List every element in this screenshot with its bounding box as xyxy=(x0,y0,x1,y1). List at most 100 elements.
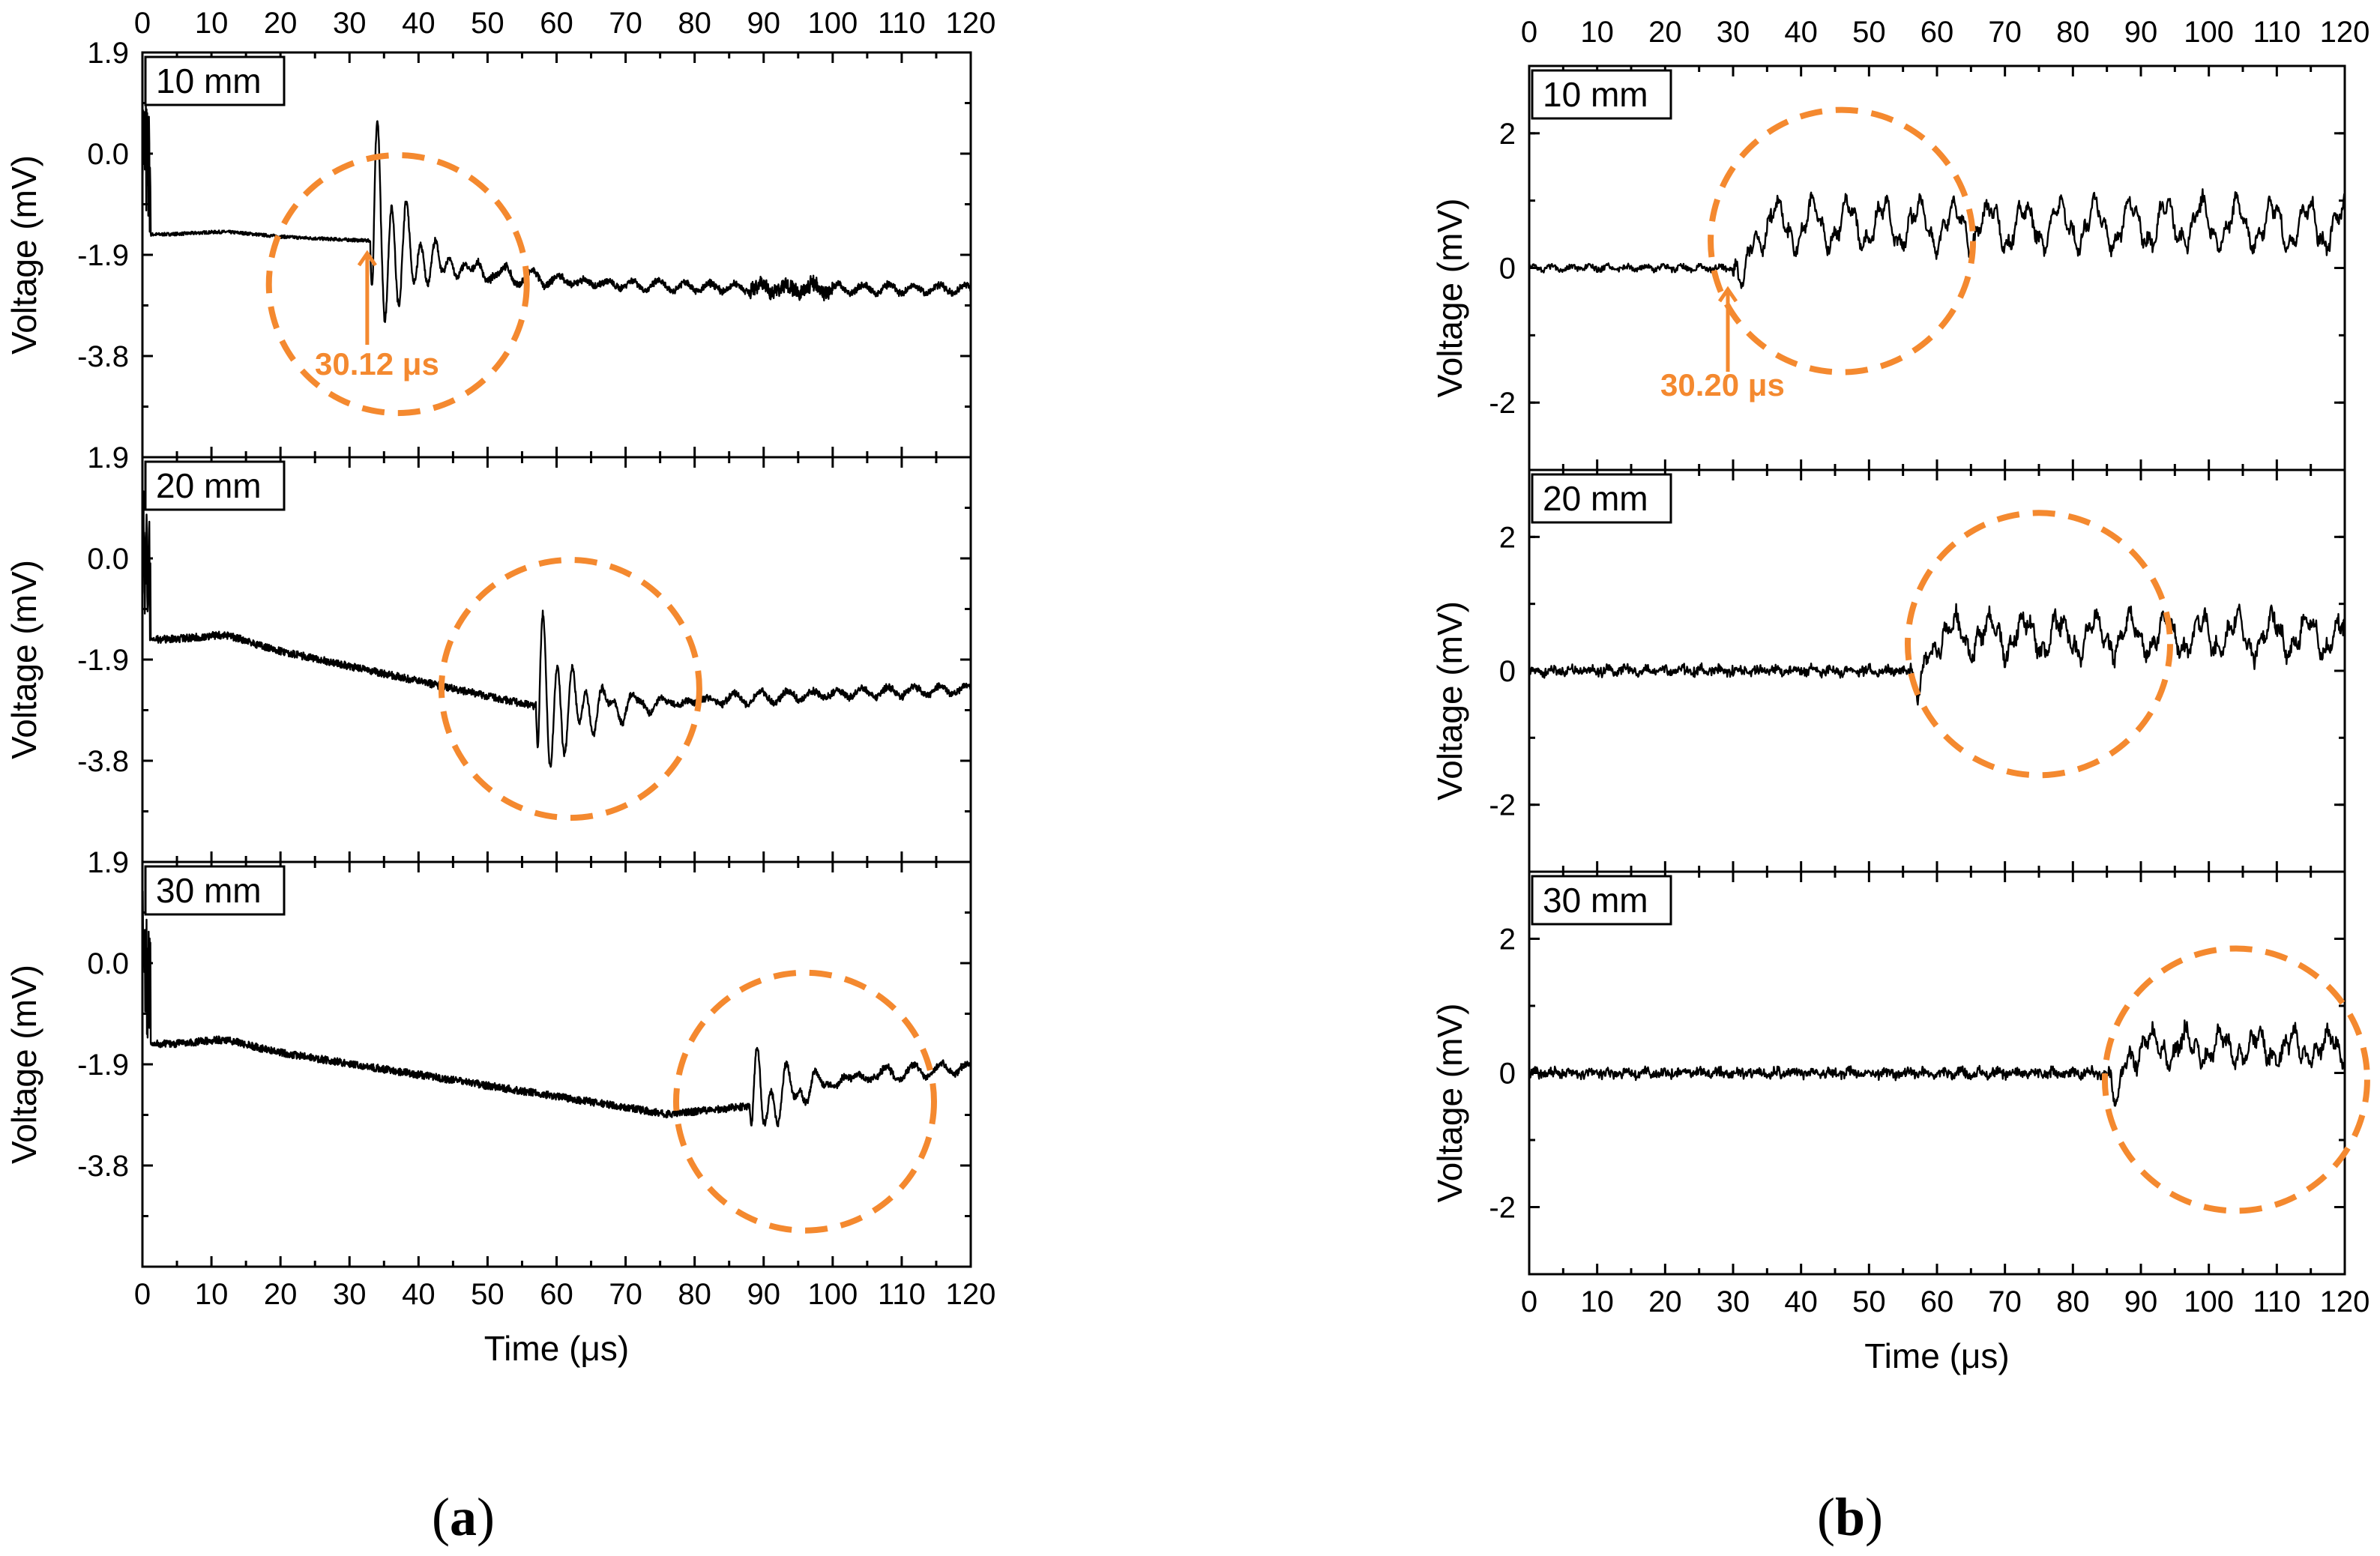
subplot-tag-box xyxy=(1531,875,1672,926)
y-tick-label: 1.9 xyxy=(87,441,129,474)
x-tick-label: 30 xyxy=(1717,1285,1750,1318)
x-tick-label: 120 xyxy=(946,1278,996,1311)
subplot-b-2: 2 0 -2 Voltage (mV) 20 mm xyxy=(1430,468,2346,873)
x-tick-label: 90 xyxy=(2124,1285,2158,1318)
subplot-tag-box xyxy=(1531,69,1672,120)
signal-trace xyxy=(1528,188,2346,289)
x-tick-label: 60 xyxy=(540,1278,573,1311)
highlight-circle xyxy=(2101,945,2370,1214)
highlight-circle xyxy=(1708,106,1977,376)
x-tick-label: 20 xyxy=(1648,1285,1682,1318)
y-tick-label: -3.8 xyxy=(77,745,129,778)
y-tick-label: 0 xyxy=(1499,253,1516,286)
top-x-tick-label: 110 xyxy=(878,7,926,40)
top-x-tick-label: 60 xyxy=(540,7,573,40)
figure-label-open: ( xyxy=(432,1487,450,1547)
y-tick-label: 1.9 xyxy=(87,846,129,879)
x-tick-label: 40 xyxy=(1784,1285,1818,1318)
figure-label-letter: b xyxy=(1835,1487,1865,1547)
top-x-tick-label: 80 xyxy=(678,7,711,40)
x-tick-label: 40 xyxy=(402,1278,436,1311)
y-tick-label: 2 xyxy=(1499,923,1516,956)
figure-label: (b) xyxy=(1817,1487,1883,1547)
arrival-arrowhead xyxy=(357,250,377,267)
y-axis-title: Voltage (mV) xyxy=(4,155,43,355)
y-tick-label: 0.0 xyxy=(87,138,129,171)
y-axis-title: Voltage (mV) xyxy=(1430,1004,1469,1203)
top-x-tick-label: 70 xyxy=(1988,16,2022,49)
y-axis-title: Voltage (mV) xyxy=(1430,601,1469,800)
top-x-tick-label: 70 xyxy=(609,7,642,40)
y-tick-label: -3.8 xyxy=(77,1150,129,1183)
top-x-tick-label: 90 xyxy=(747,7,781,40)
y-tick-label: -1.9 xyxy=(77,644,129,677)
signal-trace xyxy=(141,890,972,1127)
subplot-b-1: 2 0 -2 Voltage (mV) 30.20 μs 10 mm xyxy=(1430,64,2346,471)
top-x-tick-label: 20 xyxy=(1648,16,1682,49)
subplot-tag: 10 mm xyxy=(156,61,262,100)
subplot-tag: 20 mm xyxy=(156,466,262,505)
arrival-arrowhead xyxy=(1717,286,1738,303)
top-x-tick-label: 60 xyxy=(1920,16,1954,49)
top-x-tick-label: 110 xyxy=(2253,16,2301,49)
top-x-tick-label: 30 xyxy=(333,7,367,40)
subplot-a-3: 1.9 0.0 -1.9 -3.8 Voltage (mV) 30 mm xyxy=(4,846,972,1268)
top-x-tick-label: 40 xyxy=(402,7,436,40)
x-tick-label: 100 xyxy=(807,1278,858,1311)
top-x-tick-label: 10 xyxy=(195,7,229,40)
figure-label-open: ( xyxy=(1817,1487,1835,1547)
subplot-tag-box xyxy=(144,865,286,916)
y-tick-label: -1.9 xyxy=(77,239,129,272)
top-x-tick-label: 50 xyxy=(1852,16,1886,49)
y-axis-title: Voltage (mV) xyxy=(1430,199,1469,398)
figure-label-close: ) xyxy=(477,1487,495,1547)
top-x-tick-label: 100 xyxy=(2184,16,2234,49)
y-tick-label: -2 xyxy=(1489,789,1516,822)
top-x-tick-label: 120 xyxy=(2320,16,2370,49)
top-x-tick-label: 20 xyxy=(264,7,298,40)
x-tick-label: 70 xyxy=(609,1278,642,1311)
subplot-tag: 30 mm xyxy=(156,871,262,910)
arrival-annotation: 30.20 μs xyxy=(1660,367,1785,402)
top-x-tick-label: 90 xyxy=(2124,16,2158,49)
subplot-a-1: 1.9 0.0 -1.9 -3.8 Voltage (mV) 30.12 μs 10 mm xyxy=(4,37,972,459)
highlight-circle xyxy=(1905,510,2173,779)
subplot-tag: 10 mm xyxy=(1543,75,1648,114)
signal-trace xyxy=(141,490,972,768)
subplot-a-2: 1.9 0.0 -1.9 -3.8 Voltage (mV) 20 mm xyxy=(4,441,972,863)
x-tick-label: 0 xyxy=(1521,1285,1537,1318)
subplot-tag: 20 mm xyxy=(1543,479,1648,518)
x-tick-label: 110 xyxy=(2253,1285,2301,1318)
top-x-tick-label: 0 xyxy=(1521,16,1537,49)
top-x-tick-label: 50 xyxy=(471,7,504,40)
x-axis-title: Time (μs) xyxy=(484,1329,629,1368)
y-axis-title: Voltage (mV) xyxy=(4,965,43,1164)
highlight-circle xyxy=(438,557,702,821)
figure-label-close: ) xyxy=(1865,1487,1883,1547)
y-tick-label: -2 xyxy=(1489,387,1516,420)
x-tick-label: 60 xyxy=(1920,1285,1954,1318)
plot-frame xyxy=(1528,468,2346,873)
y-tick-label: 0 xyxy=(1499,655,1516,688)
highlight-circle xyxy=(265,152,530,417)
plot-frame xyxy=(141,51,972,459)
plot-frame xyxy=(141,860,972,1268)
y-tick-label: 0.0 xyxy=(87,543,129,576)
subplot-tag-box xyxy=(144,55,286,106)
subplot-tag-box xyxy=(1531,473,1672,524)
x-tick-label: 90 xyxy=(747,1278,781,1311)
y-tick-label: -2 xyxy=(1489,1192,1516,1225)
x-tick-label: 110 xyxy=(878,1278,926,1311)
top-x-tick-label: 40 xyxy=(1784,16,1818,49)
figure-label: (a) xyxy=(432,1487,495,1547)
x-tick-label: 80 xyxy=(2056,1285,2090,1318)
x-tick-label: 10 xyxy=(195,1278,229,1311)
x-tick-label: 80 xyxy=(678,1278,711,1311)
top-x-tick-label: 100 xyxy=(807,7,858,40)
figure-label-letter: a xyxy=(450,1487,477,1547)
subplot-tag: 30 mm xyxy=(1543,881,1648,920)
y-tick-label: 0 xyxy=(1499,1058,1516,1091)
